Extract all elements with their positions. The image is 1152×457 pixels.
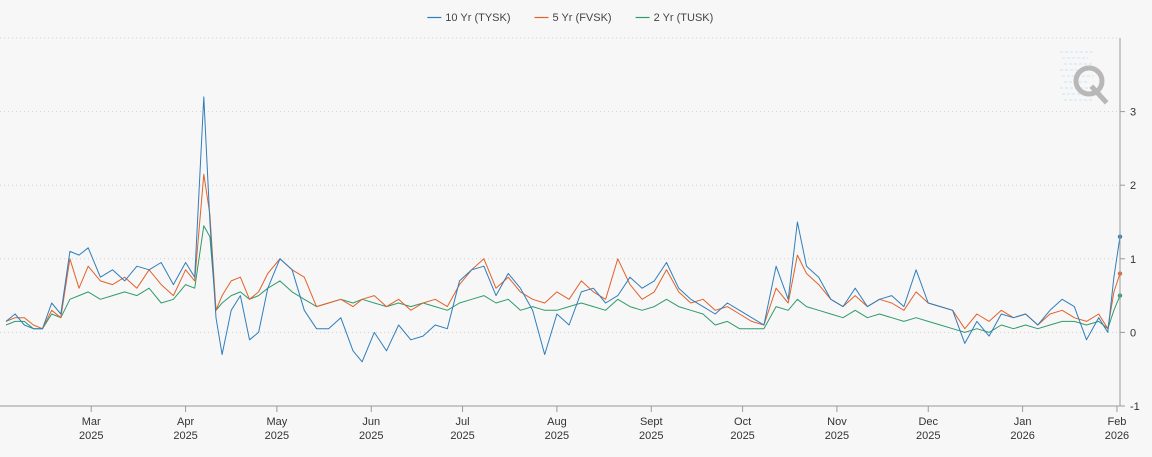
y-tick-label: 0 [1130,327,1136,339]
x-tick-month: Jan [1014,416,1032,428]
series-line[interactable] [5,225,1121,333]
x-tick-year: 2026 [1105,430,1129,442]
legend-label: 10 Yr (TYSK) [445,12,510,24]
legend-item[interactable]: 5 Yr (FVSK) [534,12,612,24]
legend-label: 5 Yr (FVSK) [553,12,612,24]
x-tick-month: Jul [456,416,470,428]
x-tick-year: 2025 [265,430,289,442]
legend: 10 Yr (TYSK) 5 Yr (FVSK) 2 Yr (TUSK) [427,12,713,24]
x-tick-month: Feb [1107,416,1126,428]
x-tick-month: Sept [640,416,663,428]
x-axis-ticks: Mar 2025 Apr 2025 May 2025 Jun 2025 Jul 2025 Aug 20… [79,406,1129,442]
legend-label: 2 Yr (TUSK) [654,12,714,24]
x-tick-month: Apr [177,416,194,428]
x-tick-month: Jun [362,416,380,428]
x-tick-month: Oct [734,416,751,428]
legend-item[interactable]: 10 Yr (TYSK) [427,12,511,24]
x-tick-month: Dec [918,416,938,428]
x-tick-year: 2026 [1010,430,1034,442]
x-tick-year: 2025 [173,430,197,442]
watermark-logo [1060,51,1109,105]
y-tick-label: 1 [1130,254,1136,266]
x-tick-year: 2025 [825,430,849,442]
x-tick-year: 2025 [79,430,103,442]
series-line[interactable] [5,96,1121,363]
x-tick-year: 2025 [450,430,474,442]
x-tick-year: 2025 [916,430,940,442]
x-tick-year: 2025 [730,430,754,442]
y-tick-label: 3 [1130,107,1136,119]
x-tick-month: Mar [82,416,101,428]
x-tick-month: Nov [827,416,847,428]
x-tick-month: May [267,416,288,428]
grid-lines [0,37,1120,333]
series-layer [5,96,1123,363]
y-tick-label: -1 [1130,401,1140,413]
axes [0,38,1121,407]
x-tick-month: Aug [547,416,567,428]
legend-item[interactable]: 2 Yr (TUSK) [635,12,714,24]
x-tick-year: 2025 [639,430,663,442]
watermark-q-tail [1089,84,1109,105]
y-axis-ticks: -1 0 1 2 3 [1120,107,1140,413]
y-tick-label: 2 [1130,180,1136,192]
x-tick-year: 2025 [359,430,383,442]
series-line[interactable] [5,173,1121,330]
watermark-q-ring [1073,65,1105,97]
x-tick-year: 2025 [545,430,569,442]
